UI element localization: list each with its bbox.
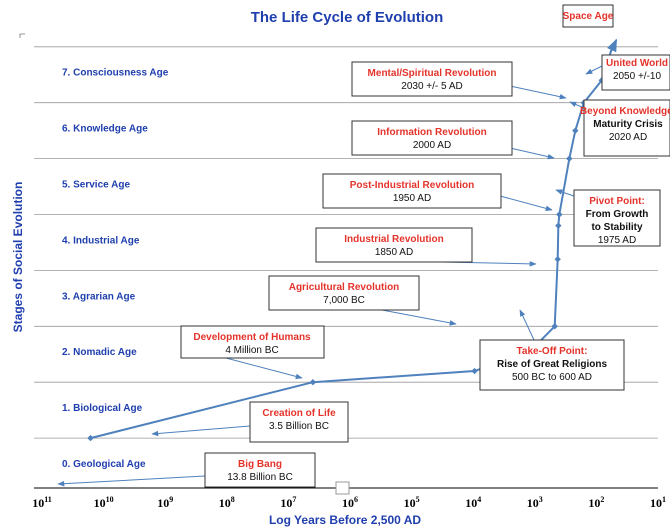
annotation-leader <box>585 65 603 75</box>
x-tick-label: 101 <box>650 495 666 510</box>
annotation-box: United World 2050 +/-10 <box>601 54 670 91</box>
x-tick-label: 108 <box>219 495 235 510</box>
annotation-leader <box>381 309 457 326</box>
annotation-title: Information Revolution <box>377 127 486 138</box>
stage-label: 6. Knowledge Age <box>62 124 148 135</box>
annotation-line: 2030 +/- 5 AD <box>401 81 462 92</box>
stage-label: 4. Industrial Age <box>62 235 140 246</box>
stage-labels: 0. Geological Age 1. Biological Age 2. Nom… <box>62 68 169 470</box>
data-point <box>556 211 563 218</box>
annotation-box: Space Age <box>562 4 614 28</box>
annotation-title: Post-Industrial Revolution <box>350 180 474 191</box>
annotation-title: Beyond Knowledge: <box>580 106 670 117</box>
x-tick-label: 103 <box>527 495 543 510</box>
annotation-leader <box>57 475 206 487</box>
data-point <box>309 379 317 386</box>
data-point <box>572 127 579 134</box>
plot-frame-corner <box>19 33 25 38</box>
annotation-line: to Stability <box>591 222 643 233</box>
annotation-box: Post-Industrial Revolution 1950 AD <box>322 173 502 209</box>
space-age-arrow <box>607 38 618 54</box>
annotation-title: Industrial Revolution <box>344 234 443 245</box>
annotation-leader <box>151 425 251 437</box>
annotations: Space Age United World 2050 +/-10 Mental/Sp… <box>180 4 670 488</box>
annotation-box: Mental/Spiritual Revolution 2030 +/- 5 AD <box>351 61 513 97</box>
annotation-line: 500 BC to 600 AD <box>512 372 592 383</box>
stage-label: 2. Nomadic Age <box>62 347 137 358</box>
annotation-line: 7,000 BC <box>323 295 365 306</box>
annotation-title: Big Bang <box>238 459 282 470</box>
stage-label: 7. Consciousness Age <box>62 68 169 79</box>
stage-label: 3. Agrarian Age <box>62 291 136 302</box>
stage-label: 5. Service Age <box>62 180 130 191</box>
annotation-line: 2020 AD <box>609 132 647 143</box>
data-point <box>555 222 562 229</box>
annotation-box: Industrial Revolution 1850 AD <box>315 227 473 263</box>
annotation-title: Development of Humans <box>193 332 311 343</box>
annotation-leader <box>519 309 535 341</box>
annotation-line: 13.8 Billion BC <box>227 472 293 483</box>
annotation-line: 1850 AD <box>375 247 413 258</box>
data-point <box>566 155 573 162</box>
annotation-box: Beyond Knowledge: Maturity Crisis 2020 AD <box>580 99 670 157</box>
annotation-leader <box>555 189 575 197</box>
annotation-line: 4 Million BC <box>225 345 278 356</box>
stage-gridlines <box>34 46 658 439</box>
annotation-box: Agricultural Revolution 7,000 BC <box>268 275 420 311</box>
data-point <box>551 323 558 330</box>
annotation-leader <box>225 357 303 380</box>
annotation-title: Mental/Spiritual Revolution <box>368 68 497 79</box>
annotation-title: Take-Off Point: <box>517 346 588 357</box>
annotation-box: Information Revolution 2000 AD <box>351 120 513 156</box>
x-tick-label: 102 <box>588 495 604 510</box>
data-point <box>554 256 561 263</box>
x-tick-label: 107 <box>280 495 296 510</box>
annotation-title: Pivot Point: <box>589 196 645 207</box>
x-tick-label: 1010 <box>94 495 114 510</box>
chart-title: The Life Cycle of Evolution <box>251 9 444 26</box>
data-point <box>471 367 478 375</box>
stage-label: 0. Geological Age <box>62 459 146 470</box>
scroll-handle[interactable] <box>335 481 350 495</box>
annotation-leader <box>509 147 555 160</box>
stage-label: 1. Biological Age <box>62 403 143 414</box>
annotation-leader <box>509 85 567 100</box>
annotation-line: 2000 AD <box>413 140 451 151</box>
y-axis-label: Stages of Social Evolution <box>11 182 25 333</box>
x-tick-labels: 1011 1010 109 108 107 106 105 104 103 102 101 <box>32 495 666 510</box>
annotation-title: Space Age <box>563 11 614 22</box>
annotation-line: 3.5 Billion BC <box>269 421 329 432</box>
annotation-line: 1975 AD <box>598 235 636 246</box>
annotation-line: From Growth <box>586 209 649 220</box>
annotation-title: United World <box>606 58 668 69</box>
annotation-box: Creation of Life 3.5 Billion BC <box>249 401 349 443</box>
annotation-leader <box>499 195 553 212</box>
annotation-title: Creation of Life <box>262 408 336 419</box>
annotation-line: Rise of Great Religions <box>497 359 607 370</box>
annotation-box: Take-Off Point: Rise of Great Religions 50… <box>479 339 625 391</box>
annotation-box: Pivot Point: From Growth to Stability 1975 … <box>573 189 661 247</box>
annotation-box: Big Bang 13.8 Billion BC <box>204 452 316 488</box>
x-tick-label: 104 <box>465 495 481 510</box>
annotation-line: 1950 AD <box>393 193 431 204</box>
annotation-title: Agricultural Revolution <box>289 282 400 293</box>
x-axis-label: Log Years Before 2,500 AD <box>269 513 421 527</box>
x-tick-label: 109 <box>157 495 173 510</box>
x-tick-label: 1011 <box>32 495 52 510</box>
annotation-line: Maturity Crisis <box>593 119 663 130</box>
data-point <box>87 434 94 442</box>
annotation-box: Development of Humans 4 Million BC <box>180 325 325 359</box>
x-tick-label: 106 <box>342 495 358 510</box>
x-tick-label: 105 <box>404 495 420 510</box>
annotation-line: 2050 +/-10 <box>613 71 662 82</box>
